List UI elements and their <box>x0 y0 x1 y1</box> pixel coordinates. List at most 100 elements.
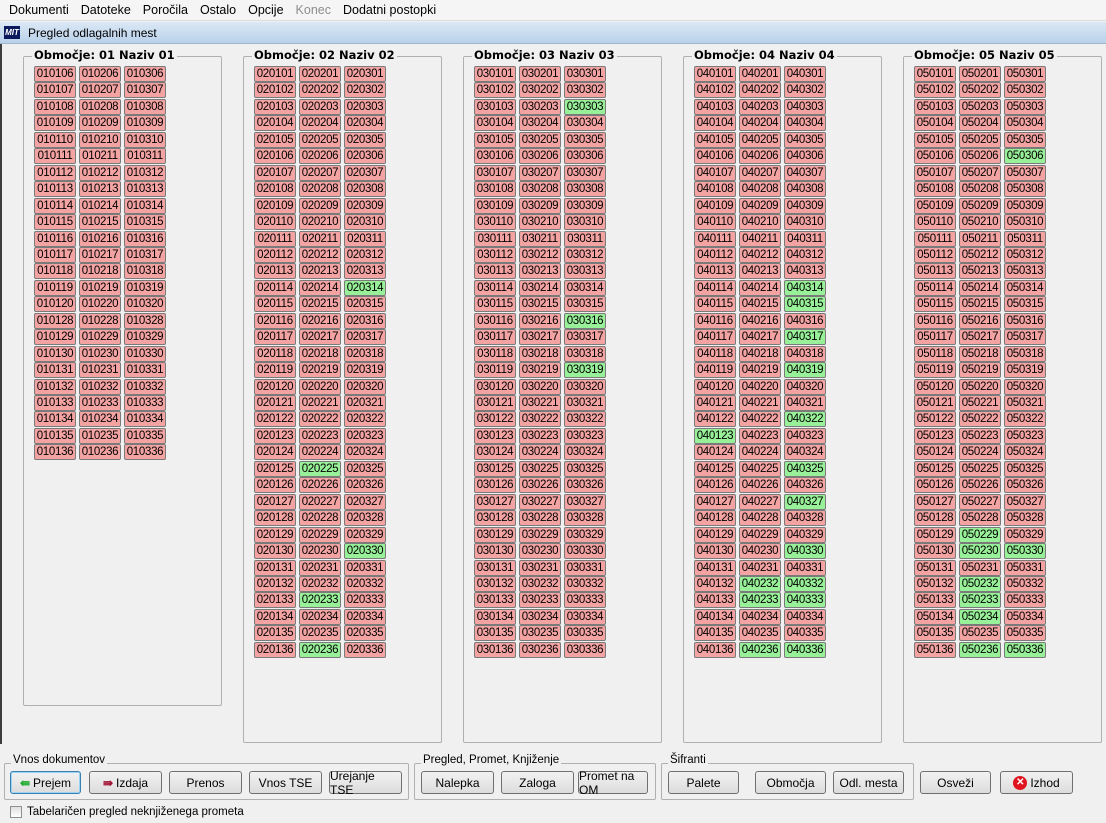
location-cell[interactable]: 030304 <box>564 115 606 132</box>
location-cell[interactable]: 050115 <box>914 296 956 313</box>
nalepka-button[interactable]: Nalepka <box>421 771 494 794</box>
location-cell[interactable]: 030316 <box>564 312 606 329</box>
location-cell[interactable]: 040233 <box>739 592 781 609</box>
location-cell[interactable]: 050225 <box>959 460 1001 477</box>
location-cell[interactable]: 010107 <box>34 82 76 99</box>
location-cell[interactable]: 020309 <box>344 197 386 214</box>
location-cell[interactable]: 030308 <box>564 181 606 198</box>
location-cell[interactable]: 030313 <box>564 263 606 280</box>
location-cell[interactable]: 050135 <box>914 625 956 642</box>
location-cell[interactable]: 020312 <box>344 246 386 263</box>
location-cell[interactable]: 050134 <box>914 608 956 625</box>
location-cell[interactable]: 020330 <box>344 543 386 560</box>
location-cell[interactable]: 040128 <box>694 510 736 527</box>
location-cell[interactable]: 030120 <box>474 378 516 395</box>
location-cell[interactable]: 050129 <box>914 526 956 543</box>
location-cell[interactable]: 010232 <box>79 378 121 395</box>
location-cell[interactable]: 030210 <box>519 214 561 231</box>
location-cell[interactable]: 020336 <box>344 641 386 658</box>
location-cell[interactable]: 040118 <box>694 345 736 362</box>
location-cell[interactable]: 030320 <box>564 378 606 395</box>
location-cell[interactable]: 020135 <box>254 625 296 642</box>
location-cell[interactable]: 040130 <box>694 543 736 560</box>
location-cell[interactable]: 030112 <box>474 246 516 263</box>
location-cell[interactable]: 020204 <box>299 115 341 132</box>
location-cell[interactable]: 040213 <box>739 263 781 280</box>
location-cell[interactable]: 050213 <box>959 263 1001 280</box>
location-cell[interactable]: 040201 <box>739 66 781 82</box>
location-cell[interactable]: 020303 <box>344 98 386 115</box>
location-cell[interactable]: 050203 <box>959 98 1001 115</box>
location-cell[interactable]: 030113 <box>474 263 516 280</box>
location-cell[interactable]: 050236 <box>959 641 1001 658</box>
menu-ostalo[interactable]: Ostalo <box>199 3 237 17</box>
location-cell[interactable]: 030225 <box>519 460 561 477</box>
location-cell[interactable]: 030315 <box>564 296 606 313</box>
location-cell[interactable]: 030327 <box>564 493 606 510</box>
location-cell[interactable]: 030314 <box>564 279 606 296</box>
location-cell[interactable]: 010308 <box>124 98 166 115</box>
location-cell[interactable]: 010128 <box>34 312 76 329</box>
location-cell[interactable]: 050306 <box>1004 148 1046 165</box>
location-cell[interactable]: 050314 <box>1004 279 1046 296</box>
location-cell[interactable]: 040111 <box>694 230 736 247</box>
location-cell[interactable]: 020107 <box>254 164 296 181</box>
location-cell[interactable]: 040106 <box>694 148 736 165</box>
location-cell[interactable]: 020208 <box>299 181 341 198</box>
location-cell[interactable]: 030118 <box>474 345 516 362</box>
location-cell[interactable]: 050322 <box>1004 411 1046 428</box>
menu-datoteke[interactable]: Datoteke <box>80 3 131 17</box>
location-cell[interactable]: 040302 <box>784 82 826 99</box>
location-cell[interactable]: 020212 <box>299 246 341 263</box>
location-cell[interactable]: 020313 <box>344 263 386 280</box>
location-cell[interactable]: 050230 <box>959 543 1001 560</box>
location-cell[interactable]: 020315 <box>344 296 386 313</box>
location-cell[interactable]: 030329 <box>564 526 606 543</box>
location-cell[interactable]: 010119 <box>34 279 76 296</box>
location-cell[interactable]: 040104 <box>694 115 736 132</box>
location-cell[interactable]: 040322 <box>784 411 826 428</box>
location-cell[interactable]: 010328 <box>124 312 166 329</box>
location-cell[interactable]: 050234 <box>959 608 1001 625</box>
location-cell[interactable]: 050319 <box>1004 362 1046 379</box>
location-cell[interactable]: 020229 <box>299 526 341 543</box>
location-cell[interactable]: 010215 <box>79 214 121 231</box>
location-cell[interactable]: 040114 <box>694 279 736 296</box>
location-cell[interactable]: 050307 <box>1004 164 1046 181</box>
location-cell[interactable]: 050105 <box>914 131 956 148</box>
location-cell[interactable]: 020308 <box>344 181 386 198</box>
location-cell[interactable]: 040321 <box>784 395 826 411</box>
location-cell[interactable]: 050309 <box>1004 197 1046 214</box>
location-cell[interactable]: 020335 <box>344 625 386 642</box>
location-cell[interactable]: 030221 <box>519 395 561 411</box>
location-cell[interactable]: 030230 <box>519 543 561 560</box>
location-cell[interactable]: 030232 <box>519 575 561 592</box>
location-cell[interactable]: 040208 <box>739 181 781 198</box>
location-cell[interactable]: 040136 <box>694 641 736 658</box>
location-cell[interactable]: 020305 <box>344 131 386 148</box>
location-cell[interactable]: 020109 <box>254 197 296 214</box>
location-cell[interactable]: 040333 <box>784 592 826 609</box>
location-cell[interactable]: 040105 <box>694 131 736 148</box>
location-cell[interactable]: 030129 <box>474 526 516 543</box>
location-cell[interactable]: 040112 <box>694 246 736 263</box>
location-cell[interactable]: 020226 <box>299 477 341 494</box>
location-cell[interactable]: 040329 <box>784 526 826 543</box>
location-cell[interactable]: 050221 <box>959 395 1001 411</box>
location-cell[interactable]: 010311 <box>124 148 166 165</box>
location-cell[interactable]: 010307 <box>124 82 166 99</box>
location-cell[interactable]: 030128 <box>474 510 516 527</box>
location-cell[interactable]: 010233 <box>79 395 121 411</box>
location-cell[interactable]: 020213 <box>299 263 341 280</box>
location-cell[interactable]: 020327 <box>344 493 386 510</box>
location-cell[interactable]: 010319 <box>124 279 166 296</box>
location-cell[interactable]: 040224 <box>739 444 781 461</box>
location-cell[interactable]: 020121 <box>254 395 296 411</box>
location-cell[interactable]: 020322 <box>344 411 386 428</box>
location-cell[interactable]: 010313 <box>124 181 166 198</box>
location-cell[interactable]: 040125 <box>694 460 736 477</box>
location-cell[interactable]: 050107 <box>914 164 956 181</box>
location-cell[interactable]: 020131 <box>254 559 296 576</box>
location-cell[interactable]: 020128 <box>254 510 296 527</box>
location-cell[interactable]: 050313 <box>1004 263 1046 280</box>
